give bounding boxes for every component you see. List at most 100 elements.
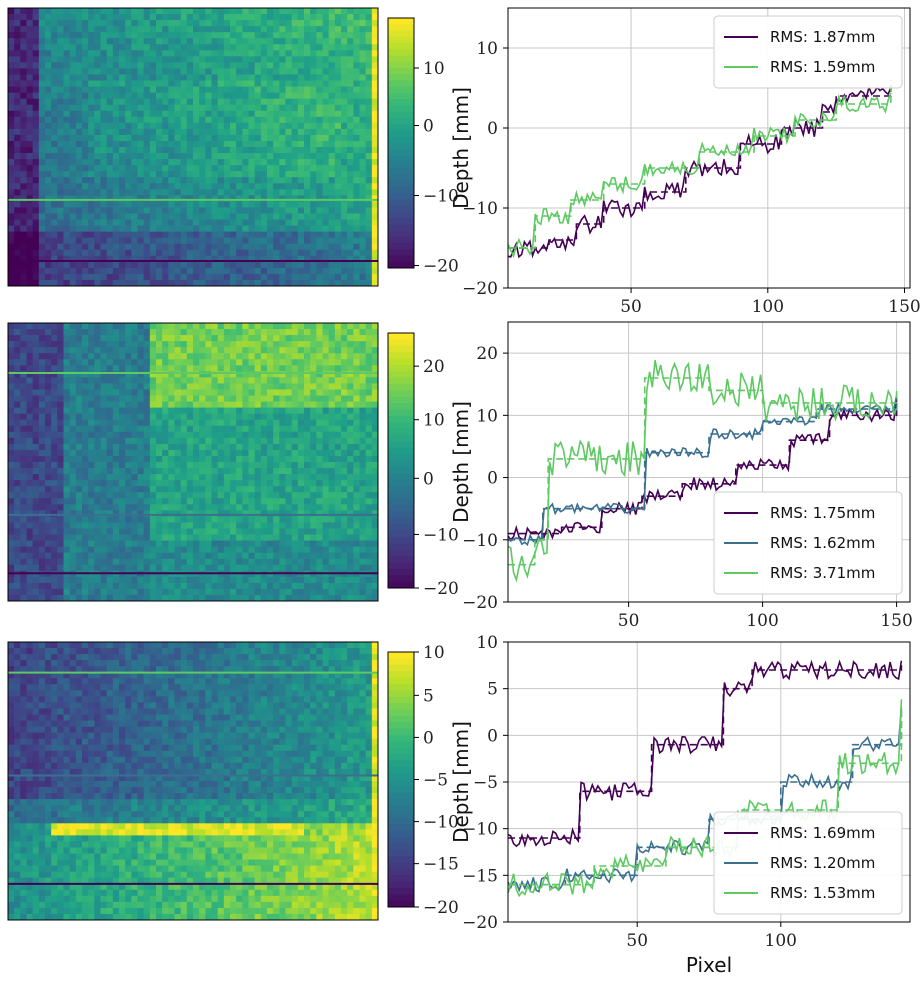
heatmap-cell xyxy=(310,528,317,535)
heatmap-cell xyxy=(341,522,348,529)
heatmap-cell xyxy=(156,273,163,281)
heatmap-cell xyxy=(273,237,280,245)
heatmap-cell xyxy=(365,110,373,118)
heatmap-cell xyxy=(230,44,237,51)
heatmap-cell xyxy=(267,74,274,81)
heatmap-cell xyxy=(100,44,108,51)
heatmap-cell xyxy=(143,195,151,202)
heatmap-cell xyxy=(174,153,182,160)
heatmap-cell xyxy=(82,147,89,154)
heatmap-cell xyxy=(32,74,40,81)
heatmap-cell xyxy=(143,62,151,69)
heatmap-cell xyxy=(211,231,219,239)
heatmap-cell xyxy=(193,116,200,124)
heatmap-cell xyxy=(205,261,212,269)
heatmap-cell xyxy=(223,116,231,124)
heatmap-cell xyxy=(45,68,52,75)
heatmap-cell xyxy=(236,207,243,214)
heatmap-cell xyxy=(63,50,71,57)
heatmap-cell xyxy=(75,329,83,336)
heatmap-cell xyxy=(316,419,323,427)
heatmap-cell xyxy=(45,279,52,287)
heatmap-cell xyxy=(328,419,336,427)
heatmap-cell xyxy=(236,455,243,463)
heatmap-cell xyxy=(341,261,348,269)
heatmap-cell xyxy=(205,323,212,330)
heatmap-cell xyxy=(236,140,243,148)
heatmap-cell xyxy=(100,419,108,427)
heatmap-cell xyxy=(112,359,120,366)
heatmap-cell xyxy=(353,225,360,233)
heatmap-cell xyxy=(341,437,348,445)
heatmap-cell xyxy=(156,243,163,251)
heatmap-cell xyxy=(260,207,268,214)
heatmap-cell xyxy=(341,510,348,517)
heatmap-cell xyxy=(248,116,256,124)
heatmap-cell xyxy=(94,104,101,112)
heatmap-cell xyxy=(279,153,286,160)
heatmap-cell xyxy=(75,413,83,421)
heatmap-cell xyxy=(14,225,21,233)
heatmap-cell xyxy=(94,335,101,342)
heatmap-cell xyxy=(131,56,138,63)
heatmap-cell xyxy=(328,273,336,281)
heatmap-cell xyxy=(273,455,280,463)
heatmap-cell xyxy=(137,38,145,45)
heatmap-cell xyxy=(174,431,182,439)
heatmap-cell xyxy=(143,261,151,269)
heatmap-cell xyxy=(57,171,64,178)
heatmap-cell xyxy=(291,116,299,124)
heatmap-cell xyxy=(353,267,360,275)
heatmap-cell xyxy=(119,371,126,378)
heatmap-cell xyxy=(63,147,71,154)
heatmap-cell xyxy=(217,492,225,499)
heatmap-cell xyxy=(193,407,200,415)
heatmap-cell xyxy=(193,341,200,348)
heatmap-cell xyxy=(131,534,138,541)
heatmap-cell xyxy=(267,183,274,190)
heatmap-cell xyxy=(88,534,95,541)
heatmap-cell xyxy=(322,492,330,499)
heatmap-cell xyxy=(371,498,379,505)
heatmap-cell xyxy=(137,231,145,239)
heatmap-cell xyxy=(63,528,71,535)
heatmap-cell xyxy=(254,243,262,251)
heatmap-cell xyxy=(131,323,138,330)
heatmap-cell xyxy=(353,153,360,160)
heatmap-cell xyxy=(14,273,21,281)
heatmap-cell xyxy=(174,201,182,208)
heatmap-cell xyxy=(365,267,373,275)
heatmap-cell xyxy=(322,273,330,281)
heatmap-cell xyxy=(162,68,169,75)
heatmap-cell xyxy=(88,383,95,390)
heatmap-cell xyxy=(26,116,34,124)
heatmap-cell xyxy=(112,540,120,548)
heatmap-cell xyxy=(186,243,194,251)
heatmap-cell xyxy=(100,371,108,378)
heatmap-cell xyxy=(359,455,367,463)
heatmap-cell xyxy=(26,474,34,481)
heatmap-cell xyxy=(32,279,40,287)
heatmap-cell xyxy=(14,213,21,220)
heatmap-cell xyxy=(285,279,293,287)
heatmap-cell xyxy=(180,522,188,529)
heatmap-cell xyxy=(273,243,280,251)
heatmap-cell xyxy=(236,122,243,130)
heatmap-cell xyxy=(365,14,373,21)
heatmap-cell xyxy=(267,189,274,196)
heatmap-cell xyxy=(125,14,132,21)
heatmap-cell xyxy=(285,62,293,69)
heatmap-cell xyxy=(205,44,212,51)
heatmap-cell xyxy=(291,455,299,463)
heatmap-cell xyxy=(199,153,206,160)
heatmap-cell xyxy=(328,261,336,269)
heatmap-cell xyxy=(260,522,268,529)
heatmap-cell xyxy=(230,225,237,233)
heatmap-cell xyxy=(328,231,336,239)
heatmap-cell xyxy=(149,26,157,33)
heatmap-cell xyxy=(26,74,34,81)
heatmap-cell xyxy=(217,528,225,535)
heatmap-cell xyxy=(230,413,237,421)
heatmap-cell xyxy=(137,213,145,220)
heatmap-cell xyxy=(322,44,330,51)
